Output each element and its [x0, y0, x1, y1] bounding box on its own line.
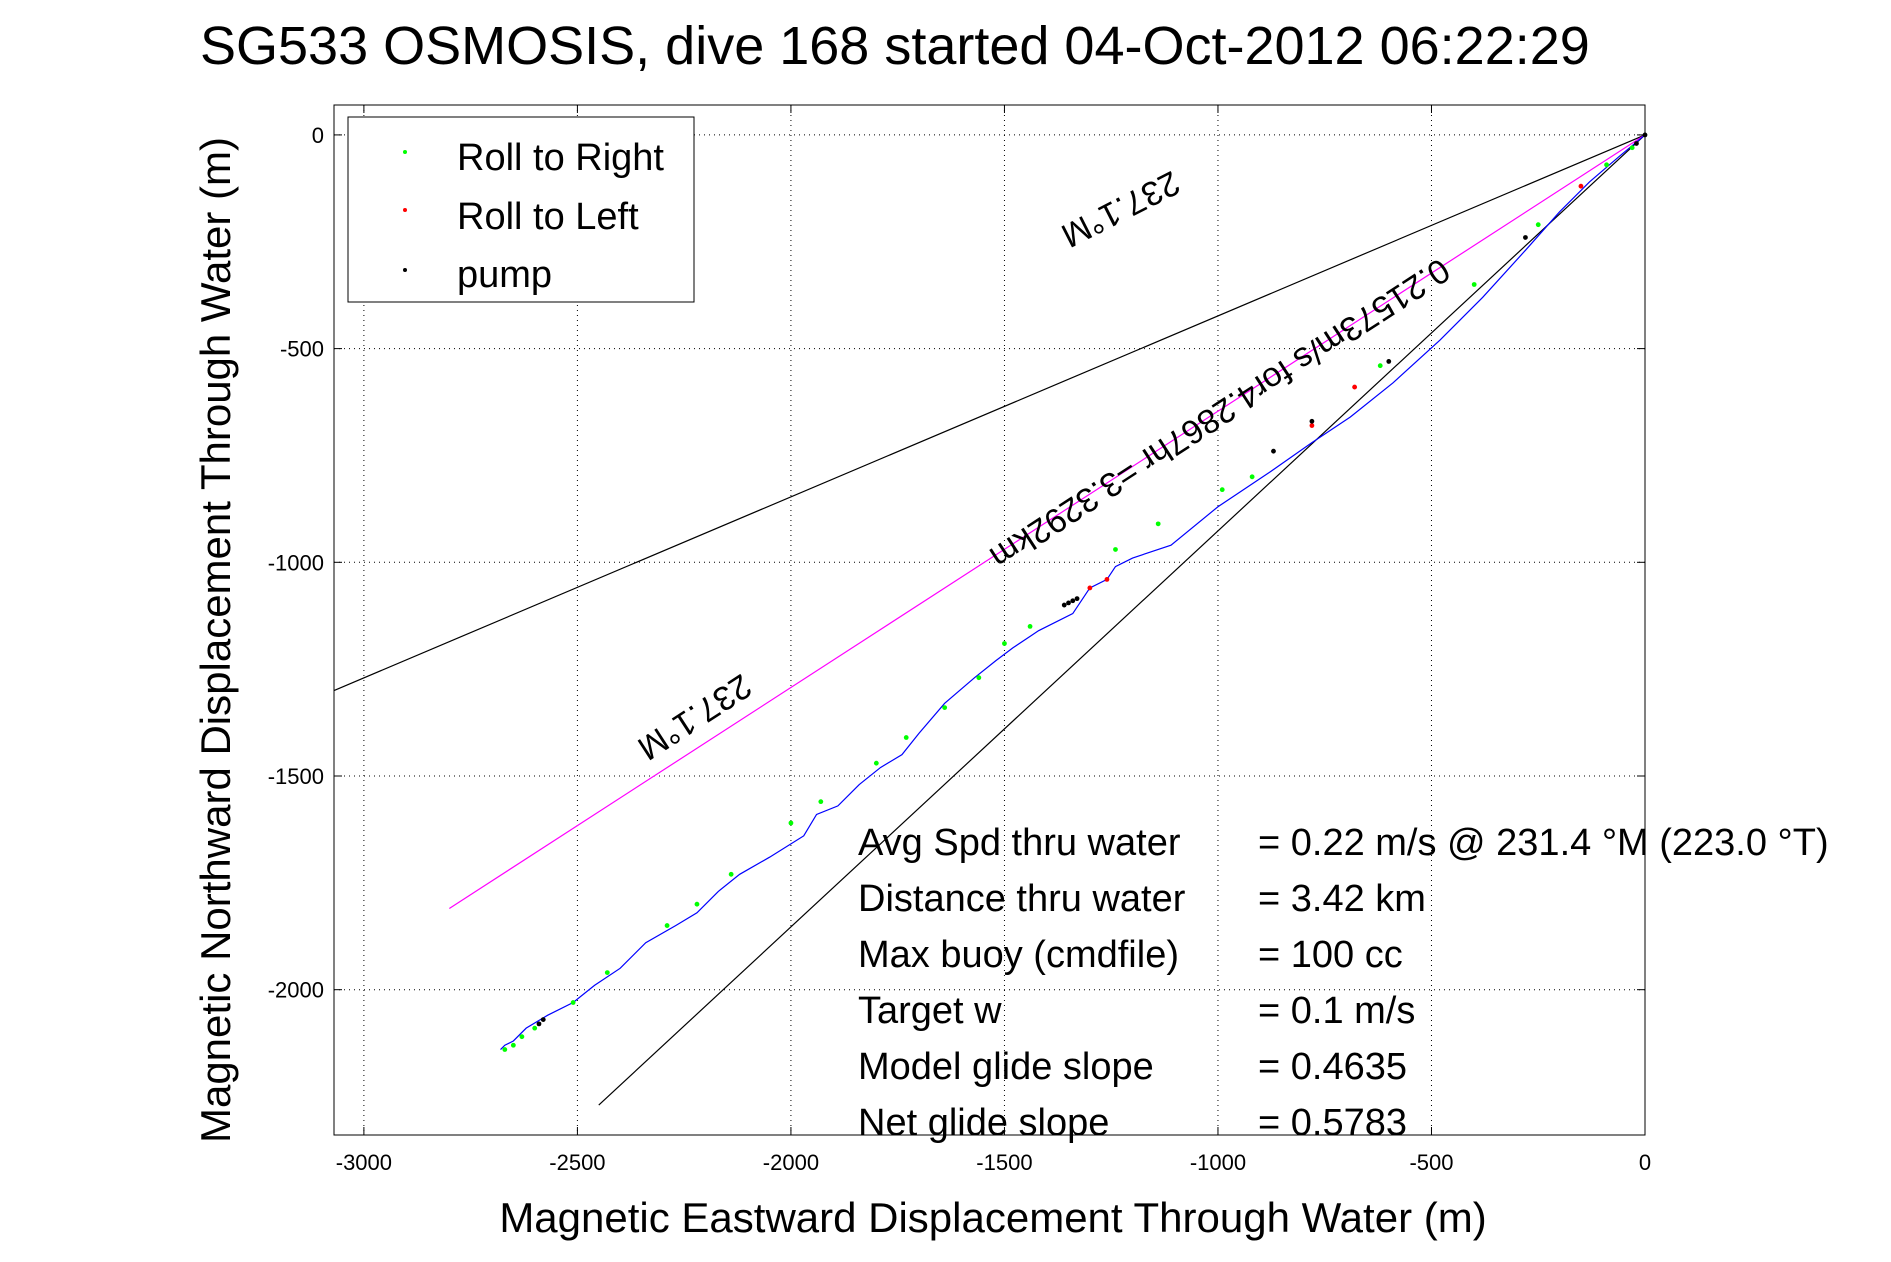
roll-right-point: [873, 760, 879, 766]
roll-right-point: [1604, 162, 1609, 168]
roll-right-point: [664, 923, 670, 928]
roll-right-point: [532, 1025, 538, 1031]
stat-label-net-glide: Net glide slope: [858, 1102, 1109, 1144]
y-tick-label: -1000: [268, 550, 324, 575]
roll-right-point: [788, 820, 794, 826]
y-axis-ticks: 0 -500 -1000 -1500 -2000: [268, 123, 1645, 1003]
roll-right-point: [1629, 145, 1635, 151]
roll-right-point: [1027, 624, 1033, 629]
x-tick-label: -1500: [976, 1150, 1032, 1175]
heading-lines: [333, 134, 1646, 1106]
roll-right-point: [1249, 474, 1255, 480]
chart-title: SG533 OSMOSIS, dive 168 started 04-Oct-2…: [200, 16, 1590, 76]
stat-value-net-glide: = 0.5783: [1258, 1102, 1407, 1144]
legend-marker-roll-left: [403, 208, 407, 212]
roll-right-point: [570, 1000, 576, 1005]
heading-line-2: [448, 134, 1646, 909]
roll-left-point: [1309, 423, 1315, 428]
pump-point: [1070, 598, 1076, 604]
x-tick-label: -2000: [763, 1150, 819, 1175]
stat-value-avg-speed: = 0.22 m/s @ 231.4 °M (223.0 °T): [1258, 822, 1829, 864]
x-tick-label: -2500: [549, 1150, 605, 1175]
pump-point: [1074, 596, 1080, 602]
x-tick-label: -1000: [1190, 1150, 1246, 1175]
y-tick-label: -1500: [268, 764, 324, 789]
legend-label-roll-left: Roll to Left: [457, 196, 639, 238]
pump-point: [540, 1017, 546, 1023]
pump-point: [1523, 235, 1528, 240]
legend-marker-roll-right: [403, 150, 407, 154]
roll-right-point: [1219, 487, 1225, 493]
y-axis-label: Magnetic Northward Displacement Through …: [192, 137, 239, 1143]
stat-label-distance: Distance thru water: [858, 878, 1186, 920]
stat-label-model-glide: Model glide slope: [858, 1046, 1154, 1088]
roll-right-point: [1155, 521, 1161, 527]
roll-right-point: [604, 970, 610, 975]
stat-value-target-w: = 0.1 m/s: [1258, 990, 1415, 1032]
roll-right-point: [976, 675, 982, 681]
pump-point: [1061, 602, 1067, 608]
stat-label-max-buoy: Max buoy (cmdfile): [858, 934, 1179, 976]
stats-block: Avg Spd thru water = 0.22 m/s @ 231.4 °M…: [858, 822, 1829, 1144]
pump-point: [1309, 418, 1315, 424]
roll-right-point: [942, 705, 948, 711]
y-tick-label: 0: [312, 123, 324, 148]
x-tick-label: 0: [1639, 1150, 1651, 1175]
x-axis-label: Magnetic Eastward Displacement Through W…: [499, 1194, 1486, 1241]
heading-line-1: [598, 134, 1646, 1106]
roll-left-point: [1104, 576, 1110, 582]
legend-label-pump: pump: [457, 254, 552, 296]
track-series: [500, 134, 1646, 1050]
x-tick-label: -500: [1409, 1150, 1453, 1175]
roll-right-point: [1535, 222, 1541, 228]
x-tick-label: -3000: [336, 1150, 392, 1175]
legend: Roll to Right Roll to Left pump: [347, 116, 695, 303]
stat-value-distance: = 3.42 km: [1258, 878, 1426, 920]
roll-right-point: [502, 1047, 508, 1052]
roll-right-point: [1002, 641, 1007, 646]
roll-left-point: [1087, 585, 1093, 591]
stat-label-target-w: Target w: [858, 990, 1002, 1032]
stat-value-model-glide: = 0.4635: [1258, 1046, 1407, 1088]
roll-left-point: [1578, 183, 1584, 189]
roll-right-point: [1113, 547, 1118, 552]
y-tick-label: -500: [280, 337, 324, 362]
roll-right-point: [818, 799, 824, 805]
grid: [334, 105, 1646, 1135]
roll-right-point: [903, 735, 909, 740]
legend-label-roll-right: Roll to Right: [457, 137, 664, 179]
roll-right-point: [1377, 363, 1383, 369]
markers: [502, 132, 1648, 1052]
track-line: [500, 134, 1646, 1050]
pump-point: [1642, 132, 1648, 138]
pump-point: [1066, 600, 1071, 606]
pump-point: [1271, 448, 1276, 454]
legend-marker-pump: [403, 268, 407, 272]
roll-right-point: [728, 871, 734, 877]
roll-right-point: [510, 1042, 516, 1048]
y-tick-label: -2000: [268, 978, 324, 1003]
roll-right-point: [1471, 282, 1477, 287]
roll-right-point: [694, 901, 700, 907]
stat-label-avg-speed: Avg Spd thru water: [858, 822, 1181, 864]
pump-point: [1634, 141, 1639, 146]
stat-value-max-buoy: = 100 cc: [1258, 934, 1403, 976]
roll-right-point: [519, 1034, 525, 1040]
roll-left-point: [1352, 384, 1358, 390]
heading-line-0: [333, 134, 1646, 692]
x-axis-ticks: -3000 -2500 -2000 -1500 -1000 -500 0: [336, 105, 1651, 1175]
pump-point: [1386, 359, 1392, 364]
pump-point: [536, 1021, 542, 1027]
